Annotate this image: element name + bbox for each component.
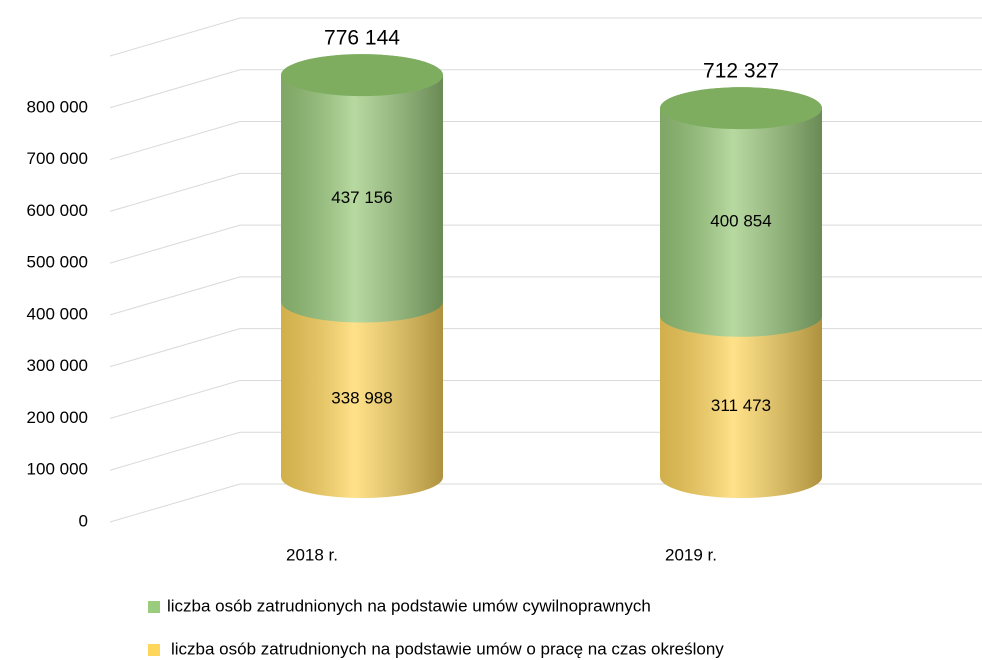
y-tick-label: 500 000 xyxy=(27,253,88,272)
legend-label: liczba osób zatrudnionych na podstawie u… xyxy=(171,639,724,658)
grid-line xyxy=(109,224,982,264)
data-label: 437 156 xyxy=(331,188,392,207)
grid-line xyxy=(109,172,982,212)
grid-line xyxy=(109,328,982,368)
shading xyxy=(281,280,443,498)
y-tick-label: 100 000 xyxy=(27,460,88,479)
grid-line xyxy=(109,121,982,161)
data-label: 400 854 xyxy=(710,211,771,230)
total-label: 776 144 xyxy=(324,27,400,50)
total-label: 712 327 xyxy=(703,60,779,83)
data-label: 338 988 xyxy=(331,389,392,408)
grid-line xyxy=(109,431,982,471)
x-tick-label: 2019 r. xyxy=(665,545,717,564)
cylinder-top xyxy=(660,87,822,130)
grid-line xyxy=(109,69,982,109)
top-shade xyxy=(660,87,822,130)
grid-line xyxy=(109,483,982,523)
shading xyxy=(660,87,822,337)
legend-swatch xyxy=(148,644,160,656)
shading xyxy=(660,294,822,498)
legend-swatch xyxy=(148,601,160,613)
y-tick-label: 400 000 xyxy=(27,304,88,323)
legend-label: liczba osób zatrudnionych na podstawie u… xyxy=(167,596,651,615)
top-shade xyxy=(281,54,443,97)
data-label: 311 473 xyxy=(711,396,771,415)
y-tick-label: 800 000 xyxy=(27,97,88,116)
frame-line xyxy=(109,17,982,57)
grid-line xyxy=(109,379,982,419)
shading xyxy=(281,54,443,323)
y-tick-label: 300 000 xyxy=(27,356,88,375)
y-tick-label: 200 000 xyxy=(27,408,88,427)
y-tick-label: 600 000 xyxy=(27,201,88,220)
cylinder-top xyxy=(281,54,443,97)
grid-line xyxy=(109,276,982,316)
x-tick-label: 2018 r. xyxy=(286,545,338,564)
y-tick-label: 700 000 xyxy=(27,149,88,168)
y-tick-label: 0 xyxy=(79,511,88,530)
